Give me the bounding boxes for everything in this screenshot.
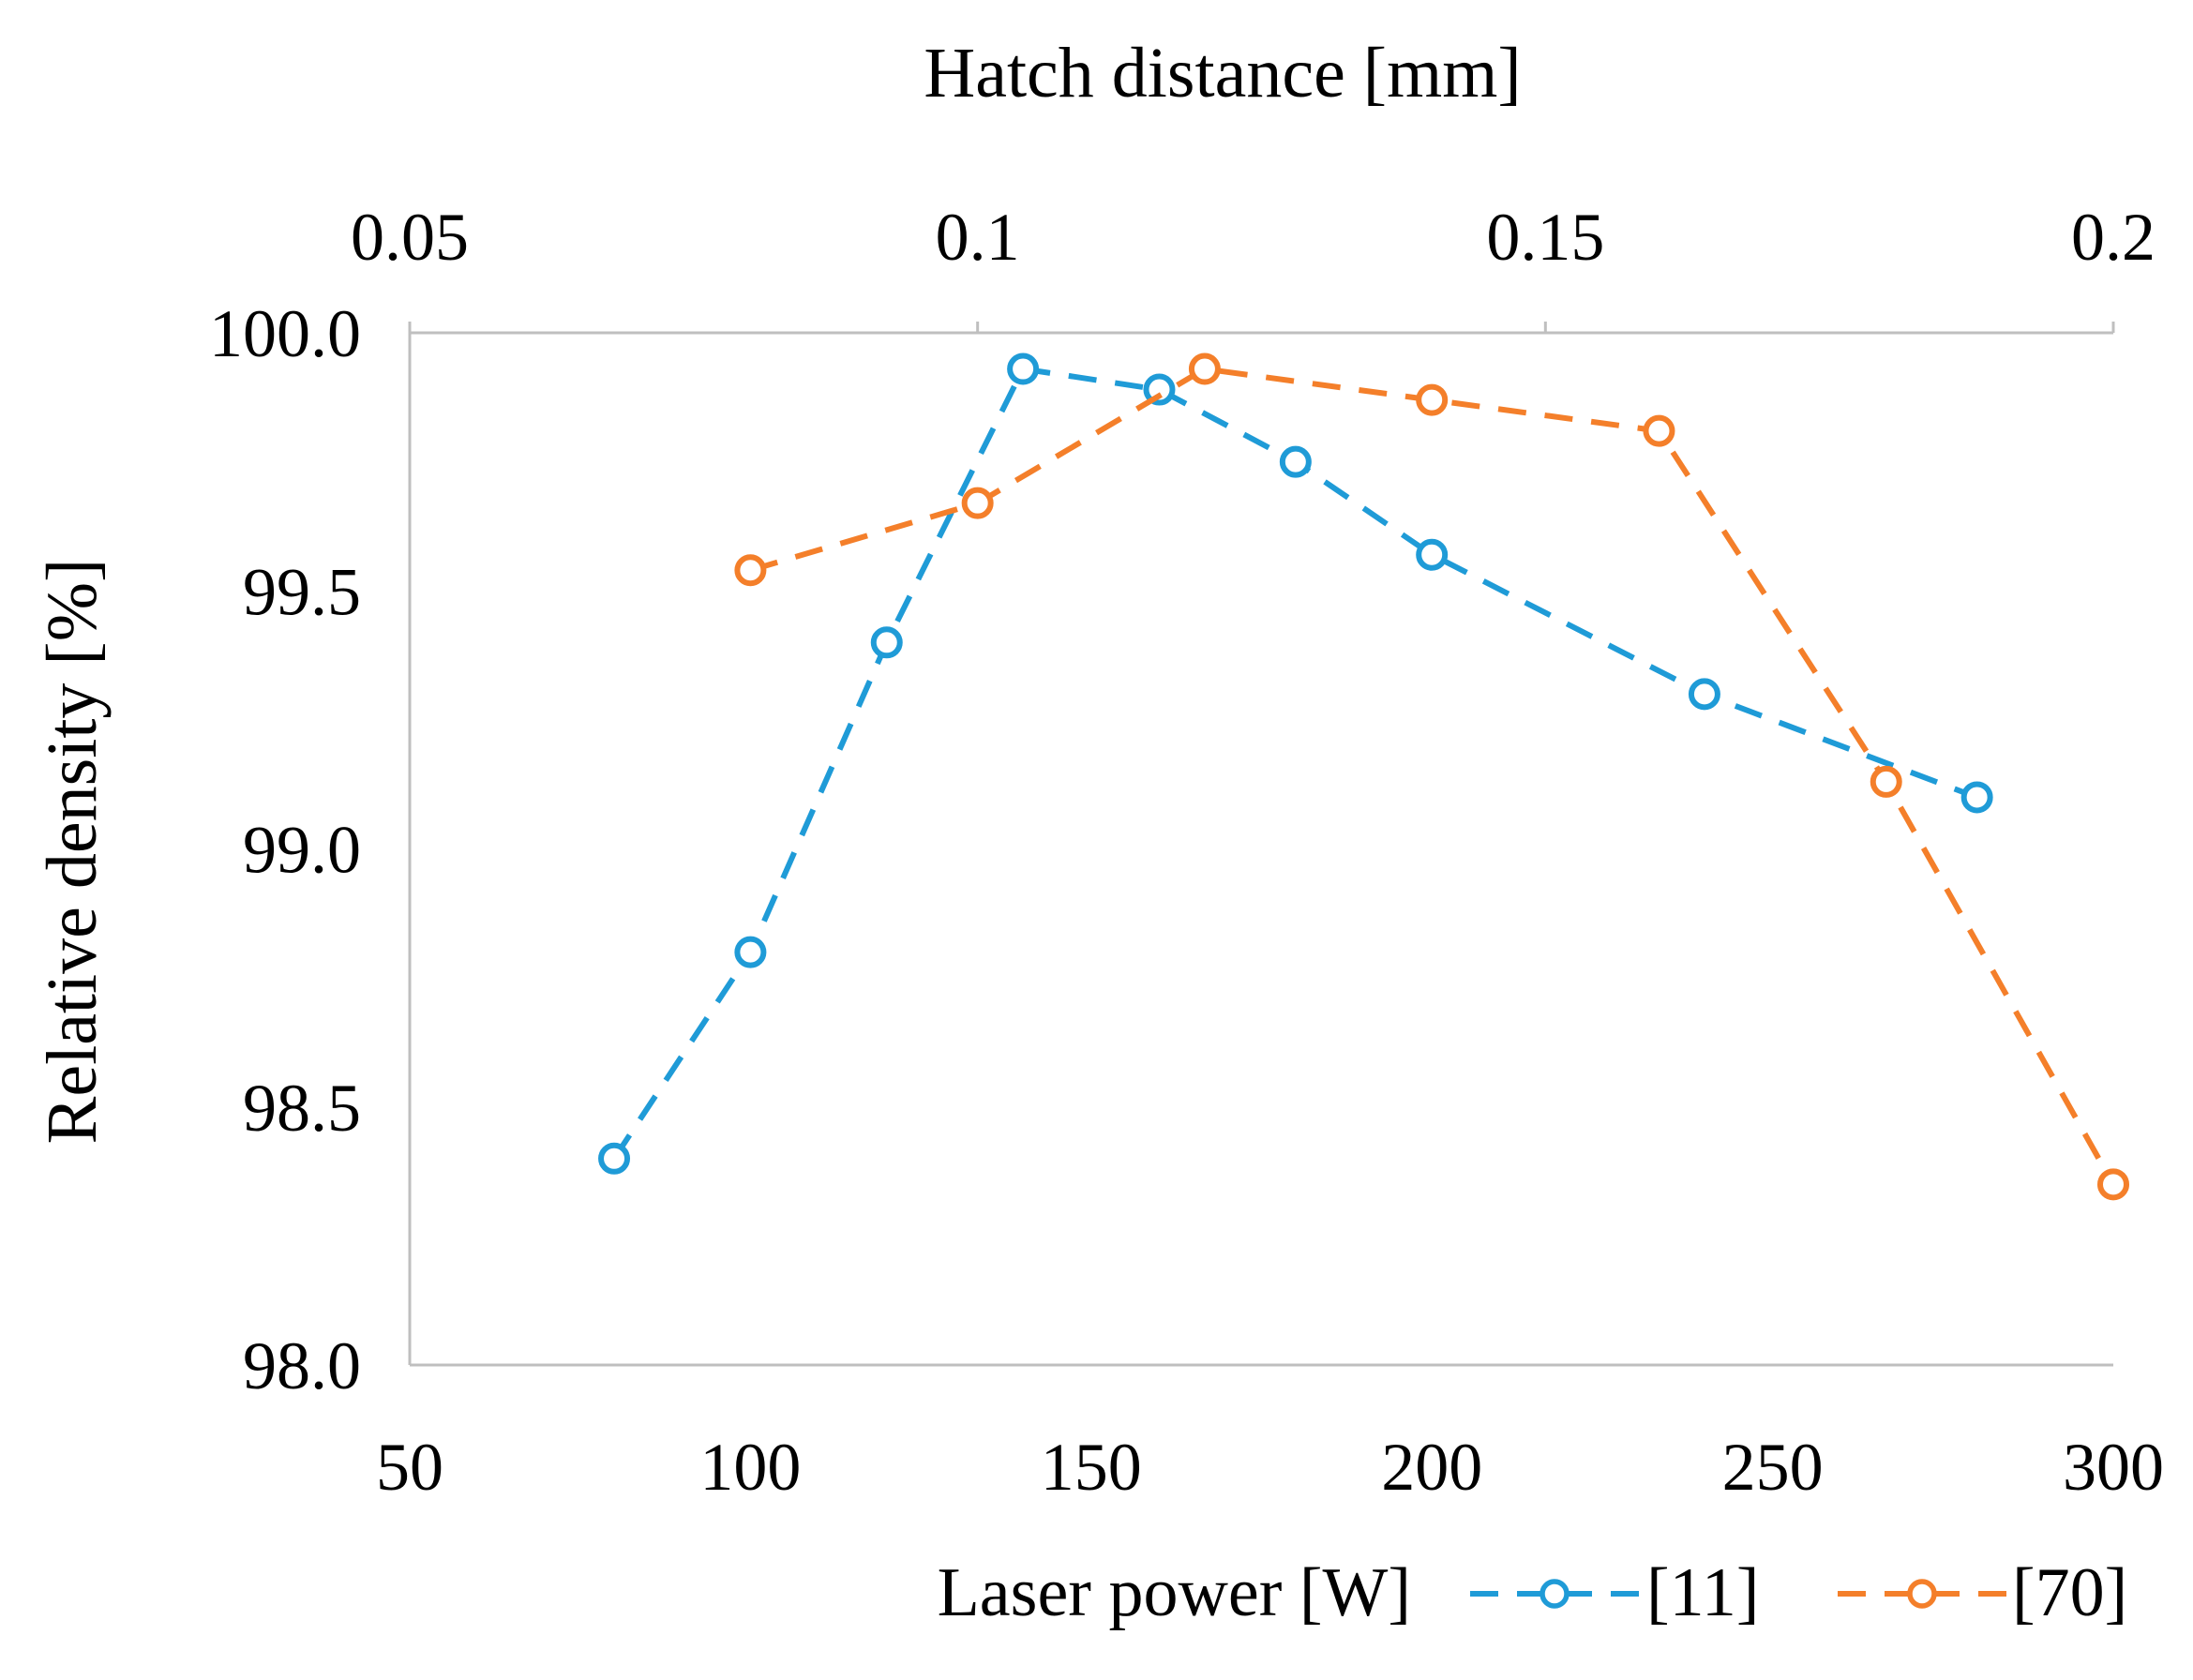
x-tick-label: 200 — [1381, 1430, 1482, 1505]
y-tick-label: 98.0 — [243, 1328, 361, 1403]
data-point-11 — [1960, 781, 1993, 814]
data-point-11 — [1279, 445, 1312, 478]
data-point-70 — [1416, 383, 1449, 416]
top-axis-title: Hatch distance [mm] — [924, 34, 1521, 112]
x-tick-label: 250 — [1722, 1430, 1824, 1505]
data-point-70 — [961, 487, 994, 519]
data-point-11 — [1007, 352, 1040, 385]
series-layer — [598, 352, 2129, 1201]
legend-marker-70 — [1907, 1579, 1937, 1609]
legend-label-70: [70] — [2012, 1554, 2127, 1631]
data-point-11 — [1416, 538, 1449, 571]
x-tick-label: 150 — [1041, 1430, 1142, 1505]
data-point-70 — [2097, 1168, 2129, 1201]
y-axis-title: Relative density [%] — [33, 559, 112, 1145]
data-point-70 — [1188, 352, 1221, 385]
legend-axis-label: Laser power [W] — [938, 1554, 1411, 1631]
data-point-11 — [1688, 678, 1720, 711]
x-tick-label: 300 — [2063, 1430, 2164, 1505]
tick-labels: 0.05 0.1 0.15 0.2 50 100 150 200 250 300 98.0 98.5 9… — [209, 200, 2164, 1505]
y-tick-label: 100.0 — [209, 296, 361, 371]
x2-tick-label: 0.15 — [1486, 200, 1604, 275]
series-70 — [734, 352, 2129, 1201]
y-tick-label: 99.0 — [243, 813, 361, 888]
data-point-11 — [598, 1142, 631, 1175]
data-point-11 — [870, 626, 903, 659]
y-tick-label: 99.5 — [243, 554, 361, 629]
series-11 — [598, 352, 1993, 1175]
legend-label-11: [11] — [1646, 1554, 1760, 1631]
series-line-11 — [611, 366, 1978, 1161]
data-point-11 — [734, 936, 767, 968]
x2-tick-label: 0.05 — [351, 200, 469, 275]
data-point-11 — [1143, 373, 1176, 406]
y-tick-label: 98.5 — [243, 1071, 361, 1146]
x2-tick-label: 0.1 — [936, 200, 1020, 275]
data-point-70 — [1870, 765, 1902, 798]
x-tick-label: 50 — [376, 1430, 443, 1505]
series-line-70 — [749, 366, 2116, 1186]
legend-marker-11 — [1540, 1579, 1570, 1609]
data-point-70 — [1643, 414, 1675, 447]
x-tick-label: 100 — [699, 1430, 801, 1505]
legend: Laser power [W] [11] [70] — [938, 1554, 2128, 1631]
legend-entry-70: [70] — [1838, 1554, 2127, 1631]
legend-entry-11: [11] — [1470, 1554, 1760, 1631]
axes — [408, 322, 2115, 1367]
x2-tick-label: 0.2 — [2071, 200, 2155, 275]
data-point-70 — [734, 554, 767, 587]
